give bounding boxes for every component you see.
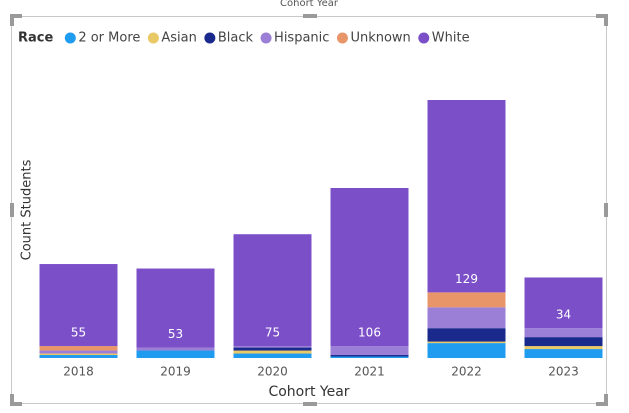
- legend-marker: [260, 32, 272, 44]
- legend-label: Unknown: [350, 31, 410, 46]
- bar-segment: [524, 277, 603, 329]
- data-label: 129: [455, 272, 478, 286]
- bar-segment: [330, 355, 409, 357]
- bar-segment: [330, 356, 409, 358]
- bar-segment: [39, 346, 118, 351]
- legend-marker: [204, 32, 216, 44]
- data-label: 53: [168, 327, 183, 341]
- data-label: 55: [71, 326, 86, 340]
- y-axis-label: Count Students: [20, 159, 35, 260]
- x-tick-label: 2023: [548, 365, 579, 379]
- legend-label: Hispanic: [274, 31, 329, 46]
- bar-segment: [39, 353, 118, 356]
- bar-segment: [233, 346, 312, 348]
- data-label: 106: [358, 326, 381, 340]
- x-tick-label: 2021: [354, 365, 385, 379]
- x-tick-label: 2020: [257, 365, 288, 379]
- bar-segment: [136, 350, 215, 358]
- bar-segment: [427, 343, 506, 358]
- legend-marker: [336, 32, 348, 44]
- legend-label: Asian: [161, 31, 196, 46]
- bar-segment: [233, 350, 312, 354]
- header-title: Cohort Year: [280, 0, 339, 9]
- bar-segment: [136, 268, 215, 348]
- bar-segment: [39, 355, 118, 358]
- x-tick-label: 2019: [160, 365, 191, 379]
- bar-segment: [39, 350, 118, 354]
- x-tick-label: 2022: [451, 365, 482, 379]
- x-axis-label: Cohort Year: [268, 384, 349, 400]
- data-label: 34: [556, 308, 571, 322]
- bar-segment: [524, 349, 603, 358]
- bar-segment: [427, 328, 506, 342]
- legend-marker: [147, 32, 159, 44]
- legend-title: Race: [18, 31, 53, 46]
- bar-segment: [233, 353, 312, 358]
- resize-handles[interactable]: [10, 14, 608, 406]
- bar-segment: [136, 347, 215, 351]
- legend-label: Black: [218, 31, 254, 46]
- x-tick-label: 2018: [63, 365, 94, 379]
- bar-segment: [39, 264, 118, 347]
- legend-label: White: [432, 31, 470, 46]
- bar-segment: [330, 187, 409, 347]
- data-label: 75: [265, 326, 280, 340]
- bar-segment: [524, 328, 603, 338]
- bar-segment: [524, 346, 603, 350]
- bar-segment: [427, 100, 506, 293]
- bar-segment: [524, 337, 603, 347]
- legend-marker: [418, 32, 430, 44]
- bar-segment: [330, 346, 409, 356]
- bar-segment: [427, 307, 506, 329]
- bar-segment: [233, 234, 312, 347]
- bar-segment: [427, 292, 506, 308]
- bar-segment: [233, 347, 312, 351]
- legend-label: 2 or More: [78, 31, 140, 46]
- bar-segment: [427, 341, 506, 344]
- legend-marker: [64, 32, 76, 44]
